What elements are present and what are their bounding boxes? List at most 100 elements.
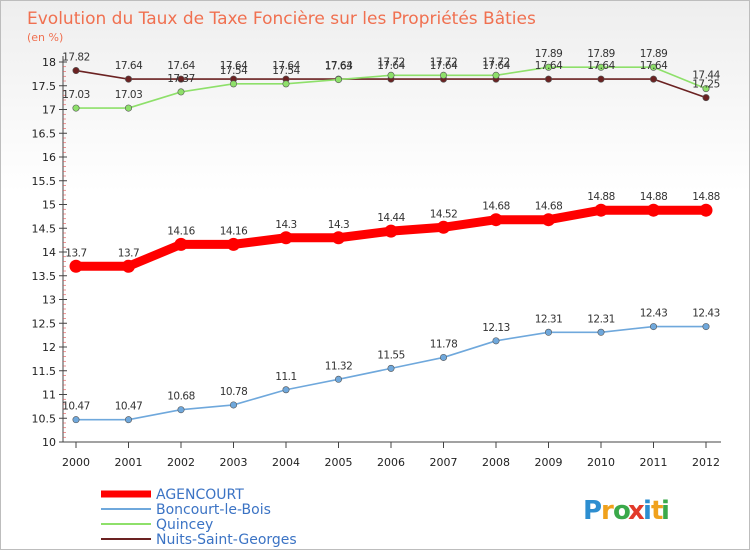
chart-title: Evolution du Taux de Taxe Foncière sur l…: [27, 9, 536, 29]
y-tick-label: 14.5: [32, 222, 57, 235]
axes: 10 10.5 11 11.5 12 12.5 13 13.5 14 14.5 15 15.5 16 16…: [32, 56, 721, 469]
data-label: 17.64: [220, 60, 248, 72]
y-tick-label: 12.5: [32, 317, 57, 330]
data-point: [122, 259, 135, 273]
data-point: [649, 75, 657, 83]
data-point: [649, 63, 657, 71]
x-tick-label: 2007: [430, 456, 458, 469]
legend-label: AGENCOURT: [156, 487, 244, 503]
x-tick-label: 2000: [62, 456, 90, 469]
legend: AGENCOURTBoncourt-le-BoisQuinceyNuits-Sa…: [101, 487, 297, 548]
data-label: 12.13: [482, 322, 510, 334]
data-label: 17.37: [167, 73, 195, 85]
y-tick-label: 17: [42, 104, 56, 117]
chart-subtitle: (en %): [27, 31, 63, 44]
x-tick-label: 2012: [692, 456, 720, 469]
data-point: [332, 231, 345, 245]
data-point: [72, 104, 80, 112]
data-point: [699, 203, 713, 217]
data-point: [282, 386, 290, 394]
data-label: 12.31: [587, 313, 615, 325]
data-label: 17.64: [535, 60, 563, 72]
series-line-1: [76, 325, 706, 421]
data-point: [489, 213, 503, 227]
logo-letter: P: [583, 496, 602, 526]
data-label: 12.31: [535, 313, 563, 325]
data-label: 13.7: [65, 247, 86, 259]
data-point: [174, 237, 188, 251]
x-tick-label: 2002: [167, 456, 195, 469]
proxiti-logo: Pr oxi ti: [583, 496, 670, 526]
legend-label: Quincey: [156, 517, 213, 533]
y-tick-label: 18: [42, 56, 56, 69]
data-label: 17.64: [482, 60, 510, 72]
data-label: 17.64: [325, 60, 353, 72]
data-point: [702, 323, 710, 331]
data-point: [282, 80, 290, 88]
data-label: 14.88: [692, 191, 720, 203]
x-tick-label: 2004: [272, 456, 300, 469]
data-label: 17.89: [640, 48, 668, 60]
data-label: 11.55: [377, 349, 405, 361]
data-point: [334, 375, 342, 383]
data-label: 14.16: [167, 225, 195, 237]
data-label: 11.32: [325, 360, 353, 372]
data-labels: 17.82 17.64 17.64 17.64 17.64 17.64 17.64 17.64…: [62, 48, 721, 413]
data-label: 14.3: [275, 219, 296, 231]
data-point: [597, 328, 605, 336]
data-label: 11.78: [430, 338, 458, 350]
x-tick-label: 2008: [482, 456, 510, 469]
legend-label: Nuits-Saint-Georges: [156, 532, 297, 548]
data-label: 13.7: [118, 247, 139, 259]
data-point: [597, 63, 605, 71]
logo-letter: o: [613, 496, 631, 526]
logo-letter: t: [651, 496, 663, 526]
legend-label: Boncourt-le-Bois: [156, 502, 271, 518]
x-tick-label: 2001: [115, 456, 143, 469]
data-label: 17.64: [272, 60, 300, 72]
data-label: 17.64: [587, 60, 615, 72]
data-point: [125, 104, 133, 112]
y-tick-label: 10.5: [32, 412, 57, 425]
data-label: 17.64: [377, 60, 405, 72]
y-tick-label: 13.5: [32, 270, 57, 283]
data-point: [544, 328, 552, 336]
y-tick-label: 16.5: [32, 127, 57, 140]
data-point: [649, 323, 657, 331]
data-label: 17.63: [325, 61, 353, 73]
data-label: 12.43: [692, 308, 720, 320]
data-label: 17.72: [482, 56, 510, 68]
y-tick-label: 15.5: [32, 175, 57, 188]
data-point: [230, 401, 238, 409]
data-point: [387, 71, 395, 79]
data-label: 17.03: [115, 89, 143, 101]
logo-letter: r: [601, 496, 614, 526]
data-point: [439, 353, 447, 361]
data-label: 17.54: [220, 65, 248, 77]
data-point: [384, 224, 398, 238]
data-point: [72, 67, 80, 75]
data-label: 10.47: [62, 401, 90, 413]
logo-letter: x: [628, 496, 645, 526]
data-label: 14.3: [328, 219, 349, 231]
data-label: 14.88: [640, 191, 668, 203]
x-tick-label: 2009: [535, 456, 563, 469]
data-point: [492, 337, 500, 345]
data-label: 17.54: [272, 65, 300, 77]
data-label: 14.68: [482, 201, 510, 213]
y-tick-label: 17.5: [32, 80, 57, 93]
y-tick-label: 11.5: [32, 365, 57, 378]
x-tick-label: 2011: [640, 456, 668, 469]
data-point: [177, 88, 185, 96]
y-tick-label: 13: [42, 294, 56, 307]
data-point: [702, 85, 710, 93]
series-lines: [69, 63, 713, 424]
x-tick-label: 2006: [377, 456, 405, 469]
data-point: [647, 203, 660, 217]
data-label: 17.03: [62, 89, 90, 101]
data-label: 17.25: [692, 79, 720, 91]
data-point: [279, 231, 293, 245]
data-point: [227, 237, 240, 251]
x-tick-label: 2005: [325, 456, 353, 469]
